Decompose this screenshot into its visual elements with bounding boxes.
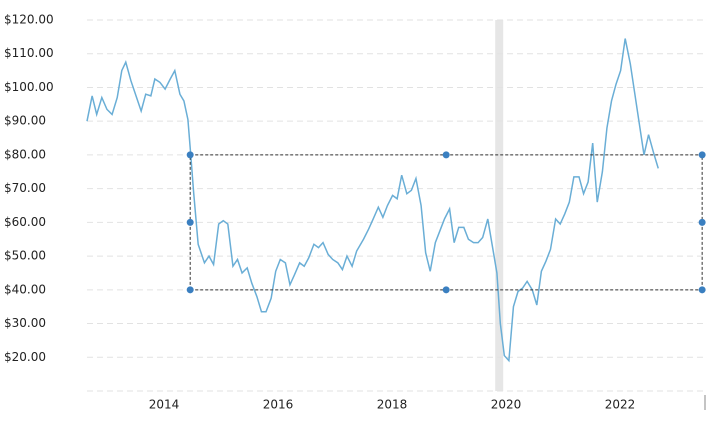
shaded-band xyxy=(495,20,504,391)
y-tick-label: $50.00 xyxy=(4,249,46,263)
y-tick-label: $120.00 xyxy=(4,13,54,27)
y-tick-label: $100.00 xyxy=(4,80,54,94)
selection-handle xyxy=(698,286,706,294)
y-tick-label: $110.00 xyxy=(4,46,54,60)
selection-handle xyxy=(442,286,450,294)
line xyxy=(86,38,659,363)
y-tick-label: $60.00 xyxy=(4,215,46,229)
x-tick-label: 2016 xyxy=(263,398,294,412)
x-tick-label: 2020 xyxy=(491,398,522,412)
selection-handle xyxy=(442,151,450,159)
y-tick-label: $90.00 xyxy=(4,114,46,128)
y-tick-label: $80.00 xyxy=(4,147,46,161)
y-tick-label: $40.00 xyxy=(4,282,46,296)
selection-handle xyxy=(186,151,194,159)
y-tick-label: $70.00 xyxy=(4,181,46,195)
selection-handle xyxy=(698,218,706,226)
y-tick-label: $30.00 xyxy=(4,316,46,330)
selection-handle xyxy=(186,218,194,226)
y-tick-label: $20.00 xyxy=(4,350,46,364)
x-tick-label: 2018 xyxy=(377,398,408,412)
selection-handle xyxy=(698,151,706,159)
selection-handle xyxy=(186,286,194,294)
x-tick-label: 2014 xyxy=(149,398,180,412)
x-tick-label: 2022 xyxy=(605,398,636,412)
